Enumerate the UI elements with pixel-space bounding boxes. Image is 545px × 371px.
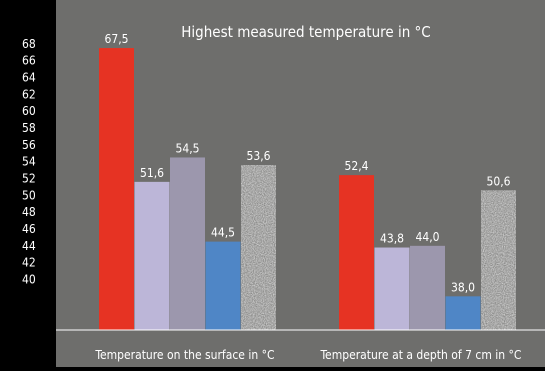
y-tick-label: 48 bbox=[22, 205, 36, 219]
bar bbox=[339, 175, 374, 330]
bar-value-label: 53,6 bbox=[246, 149, 270, 163]
bar-value-label: 38,0 bbox=[451, 280, 475, 294]
bar bbox=[241, 165, 276, 330]
bar bbox=[374, 247, 410, 330]
y-tick-label: 52 bbox=[22, 172, 36, 186]
y-tick-label: 66 bbox=[22, 54, 36, 68]
y-tick-label: 54 bbox=[22, 155, 36, 169]
x-axis: Temperature on the surface in °C Temperat… bbox=[94, 348, 521, 362]
bar bbox=[445, 296, 481, 330]
data-labels: 67,5 51,6 54,5 44,5 53,6 52,4 43,8 44,0 38,0 50,6 bbox=[104, 32, 510, 294]
bar bbox=[170, 157, 205, 330]
bar-value-label: 50,6 bbox=[486, 174, 510, 188]
bar bbox=[205, 241, 241, 330]
y-tick-label: 42 bbox=[22, 256, 36, 270]
bar bbox=[410, 245, 445, 330]
y-tick-label: 62 bbox=[22, 87, 36, 101]
bar-value-label: 52,4 bbox=[344, 159, 368, 173]
y-tick-label: 58 bbox=[22, 121, 36, 135]
bar bbox=[99, 48, 134, 331]
bar-value-label: 44,5 bbox=[211, 226, 235, 240]
chart-title: Highest measured temperature in °C bbox=[181, 23, 430, 41]
y-tick-label: 64 bbox=[22, 71, 36, 85]
bars bbox=[99, 48, 516, 331]
y-tick-label: 50 bbox=[22, 188, 36, 202]
bar-value-label: 51,6 bbox=[140, 166, 164, 180]
bar bbox=[134, 181, 170, 330]
y-tick-label: 44 bbox=[22, 239, 36, 253]
y-axis: 40 42 44 46 48 50 52 54 56 58 60 62 64 66 68 bbox=[22, 37, 36, 287]
bar-value-label: 67,5 bbox=[104, 32, 128, 46]
axis-strip bbox=[0, 0, 56, 367]
bar-value-label: 54,5 bbox=[175, 141, 199, 155]
y-tick-label: 40 bbox=[22, 273, 36, 287]
x-category-label: Temperature on the surface in °C bbox=[94, 348, 274, 362]
x-category-label: Temperature at a depth of 7 cm in °C bbox=[320, 348, 522, 362]
bar-value-label: 43,8 bbox=[380, 232, 404, 246]
y-tick-label: 56 bbox=[22, 138, 36, 152]
y-tick-label: 68 bbox=[22, 37, 36, 51]
bar bbox=[481, 190, 516, 330]
y-tick-label: 60 bbox=[22, 104, 36, 118]
y-tick-label: 46 bbox=[22, 222, 36, 236]
bar-value-label: 44,0 bbox=[415, 230, 439, 244]
